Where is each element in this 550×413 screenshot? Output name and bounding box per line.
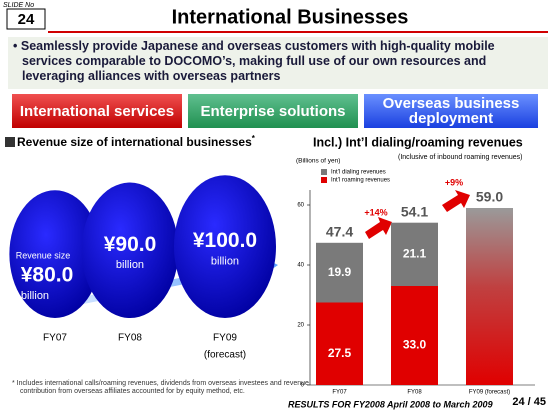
- bar-segment: [316, 242, 363, 303]
- growth-arrow-2: [442, 190, 470, 212]
- x-label: FY07: [332, 390, 347, 396]
- bar-segment: [391, 222, 438, 286]
- x-label: FY09: [213, 333, 237, 344]
- value-label: ¥90.0: [104, 233, 157, 256]
- x-label: FY09 (forecast): [469, 390, 510, 396]
- value-label: 19.9: [328, 265, 352, 279]
- pillar: International services: [12, 94, 182, 128]
- slide-label: SLIDE No: [3, 2, 34, 9]
- inner-label: Revenue size: [16, 251, 71, 261]
- x-label: FY08: [118, 333, 142, 344]
- y-tick-label: 20: [297, 323, 304, 329]
- bubble: [81, 182, 179, 318]
- unit-label: billion: [211, 256, 239, 268]
- unit-label: billion: [21, 290, 49, 302]
- y-tick-label: 0: [301, 383, 305, 389]
- y-label: (Billions of yen): [296, 158, 340, 165]
- chart-title: Incl.) Int’l dialing/roaming revenues: [313, 135, 523, 149]
- bubble: [174, 175, 276, 318]
- title-square: [5, 137, 15, 147]
- legend-swatch: [321, 169, 327, 175]
- footnote: * Includes international calls/roaming r…: [12, 380, 309, 395]
- value-label: 33.0: [403, 338, 427, 352]
- legend-label: Int’l dialing revenues: [331, 170, 386, 176]
- bullet-text: Seamlessly provide Japanese and overseas…: [20, 39, 495, 83]
- annotation: +14%: [364, 207, 387, 217]
- x-label: FY07: [43, 333, 67, 344]
- y-tick-label: 40: [297, 263, 304, 269]
- growth-arrow-1: [365, 217, 392, 239]
- annotation: +9%: [445, 177, 463, 187]
- x-label: FY08: [407, 390, 422, 396]
- pillar: Enterprise solutions: [188, 94, 358, 128]
- title-mark: *: [252, 134, 256, 143]
- bar: [466, 208, 513, 385]
- total-label: 54.1: [401, 203, 428, 219]
- bar-segment: [391, 286, 438, 385]
- title: International Businesses: [172, 6, 409, 28]
- pillar: Overseas business deployment: [364, 94, 538, 128]
- note: (forecast): [204, 350, 246, 361]
- legend-swatch: [321, 177, 327, 183]
- value-label: ¥80.0: [21, 264, 74, 287]
- slide-number: 24: [18, 11, 35, 28]
- chart-title: Revenue size of international businesses…: [17, 134, 256, 149]
- total-label: 59.0: [476, 189, 503, 205]
- bullet: • Seamlessly provide Japanese and overse…: [8, 37, 548, 89]
- subtitle: (Inclusive of inbound roaming revenues): [398, 154, 523, 161]
- value-label: 21.1: [403, 247, 427, 261]
- bar-segment: [316, 302, 363, 385]
- legend-label: Int’l roaming revenues: [331, 178, 390, 184]
- y-tick-label: 60: [297, 203, 304, 209]
- value-label: ¥100.0: [193, 229, 257, 252]
- slide-box: [6, 8, 46, 30]
- page-number: 24 / 45: [512, 396, 546, 408]
- value-label: 27.5: [328, 346, 352, 360]
- total-label: 47.4: [326, 224, 353, 240]
- bubble: [9, 190, 101, 318]
- unit-label: billion: [116, 259, 144, 271]
- footer: RESULTS FOR FY2008 April 2008 to March 2…: [288, 399, 493, 409]
